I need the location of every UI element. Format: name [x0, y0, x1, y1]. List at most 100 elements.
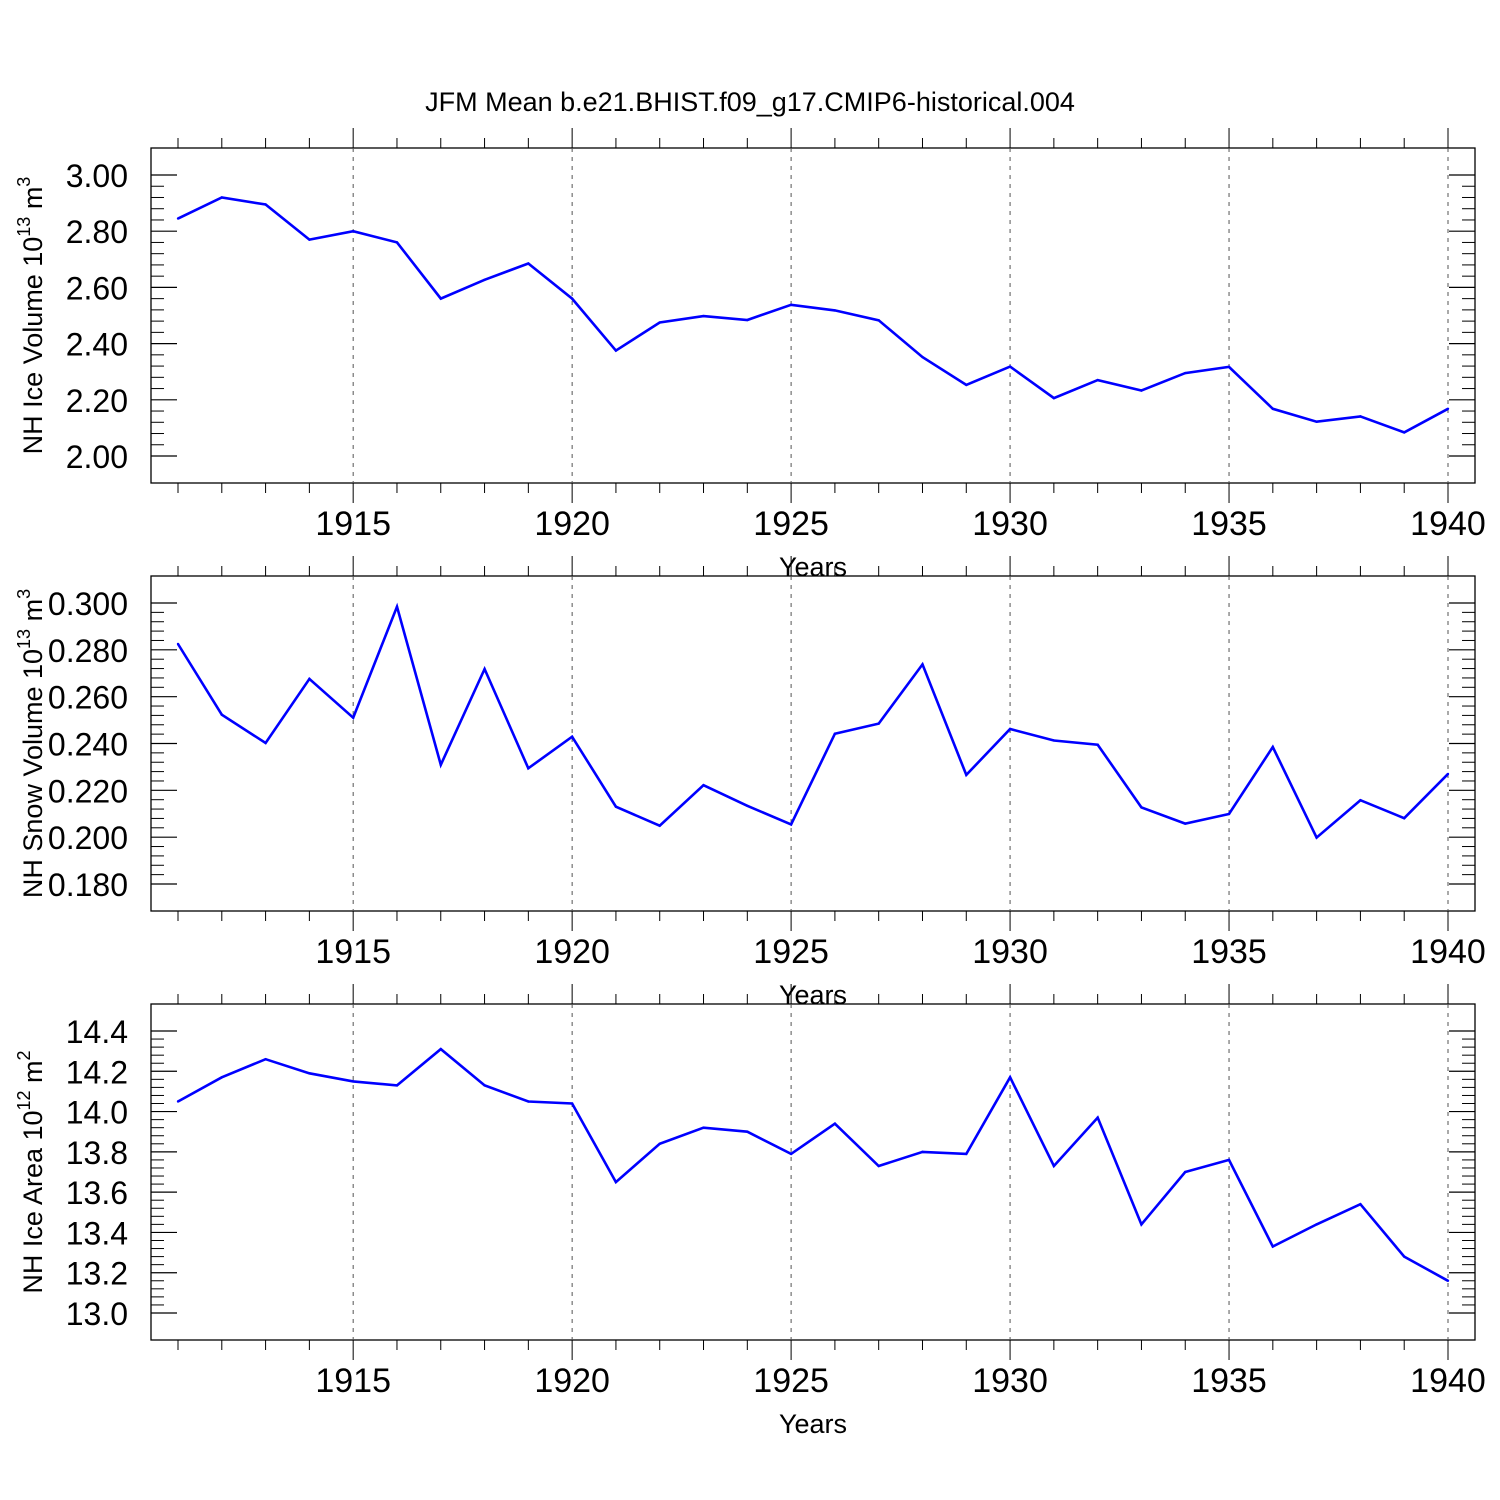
x-tick-label: 1940 — [1410, 505, 1486, 543]
data-point — [351, 230, 355, 233]
data-point — [833, 732, 837, 735]
data-point — [702, 314, 705, 318]
data-point — [1227, 812, 1231, 816]
x-tick-label: 1935 — [1191, 933, 1267, 971]
series-line — [177, 1047, 1449, 1282]
data-point — [220, 1076, 223, 1079]
data-point — [439, 1047, 442, 1051]
y-axis-label: NH Ice Volume 1013 m3 — [14, 177, 48, 455]
data-point — [877, 1164, 880, 1168]
data-point — [264, 203, 267, 206]
plot-frame — [150, 575, 1476, 912]
x-tick-label: 1940 — [1410, 1362, 1486, 1400]
data-point — [570, 1102, 574, 1105]
data-point — [570, 297, 574, 300]
data-point — [1271, 1245, 1275, 1248]
data-point — [570, 735, 574, 738]
data-point — [1227, 1158, 1231, 1162]
data-point — [1315, 1223, 1318, 1226]
x-tick-label: 1935 — [1191, 505, 1267, 543]
y-tick-label: 13.0 — [66, 1296, 128, 1332]
data-point — [527, 262, 530, 265]
y-tick-label: 0.260 — [48, 680, 128, 716]
y-tick-label: 0.240 — [48, 727, 128, 763]
data-point — [1008, 365, 1012, 368]
x-tick-label: 1920 — [534, 1362, 610, 1400]
data-point — [658, 321, 661, 324]
data-point — [1446, 1279, 1450, 1282]
panel-1: 2.00 2.20 2.40 2.60 2.80 3.00 1915 1920 1925 1930… — [14, 128, 1486, 582]
data-point — [351, 716, 355, 719]
data-point — [965, 383, 968, 387]
data-point — [176, 217, 180, 220]
data-point — [833, 1122, 837, 1125]
x-tick-label: 1925 — [753, 505, 829, 543]
x-tick-label: 1915 — [315, 933, 391, 971]
data-point — [658, 824, 661, 827]
data-point — [395, 1084, 399, 1087]
data-point — [965, 1152, 968, 1156]
data-point — [1096, 743, 1099, 746]
data-point — [1008, 1076, 1012, 1079]
data-point — [1096, 1116, 1099, 1119]
x-tick-label: 1930 — [972, 933, 1048, 971]
data-point — [1008, 727, 1012, 731]
y-tick-label: 3.00 — [66, 158, 128, 194]
data-point — [1052, 739, 1056, 742]
data-point — [877, 722, 880, 725]
data-point — [220, 713, 223, 716]
data-point — [1052, 1164, 1056, 1168]
y-tick-label: 2.60 — [66, 270, 128, 306]
x-tick-label: 1930 — [972, 1362, 1048, 1400]
data-point — [483, 667, 486, 671]
x-tick-label: 1925 — [753, 933, 829, 971]
y-axis-label: NH Ice Area 1012 m2 — [14, 1050, 48, 1293]
data-point — [1184, 822, 1187, 825]
x-axis-label: Years — [779, 1409, 847, 1439]
series-line — [177, 196, 1449, 434]
data-point — [1315, 420, 1318, 423]
y-tick-label: 14.4 — [66, 1014, 128, 1050]
data-point — [527, 1100, 530, 1103]
data-point — [614, 1180, 618, 1184]
y-tick-label: 14.2 — [66, 1054, 128, 1090]
x-axis-label: Years — [779, 552, 847, 582]
x-tick-label: 1930 — [972, 505, 1048, 543]
data-point — [789, 1152, 793, 1156]
data-point — [789, 303, 793, 307]
x-tick-label: 1915 — [315, 1362, 391, 1400]
data-point — [1359, 415, 1362, 418]
data-point — [1140, 806, 1143, 809]
data-point — [1271, 407, 1275, 410]
data-point — [264, 741, 267, 745]
data-point — [351, 1080, 355, 1083]
data-point — [264, 1058, 267, 1061]
data-point — [1271, 745, 1275, 749]
data-point — [614, 349, 618, 352]
y-tick-label: 13.8 — [66, 1135, 128, 1171]
y-tick-label: 0.220 — [48, 773, 128, 809]
data-point — [527, 767, 530, 770]
data-point — [395, 605, 399, 608]
y-tick-label: 14.0 — [66, 1095, 128, 1131]
data-point — [308, 238, 311, 241]
data-point — [921, 1150, 924, 1154]
data-point — [921, 663, 924, 666]
data-point — [1096, 378, 1099, 382]
data-point — [1359, 1203, 1362, 1206]
data-point — [308, 677, 311, 681]
data-point — [308, 1072, 311, 1075]
data-point — [1446, 407, 1450, 410]
data-point — [395, 241, 399, 244]
y-tick-label: 0.180 — [48, 867, 128, 903]
data-point — [220, 196, 223, 199]
data-point — [1140, 389, 1143, 392]
x-tick-label: 1940 — [1410, 933, 1486, 971]
data-point — [877, 319, 880, 322]
data-point — [746, 318, 749, 322]
y-tick-label: 2.00 — [66, 439, 128, 475]
data-point — [1052, 396, 1056, 400]
data-point — [702, 783, 705, 787]
x-tick-label: 1920 — [534, 933, 610, 971]
x-tick-label: 1935 — [1191, 1362, 1267, 1400]
